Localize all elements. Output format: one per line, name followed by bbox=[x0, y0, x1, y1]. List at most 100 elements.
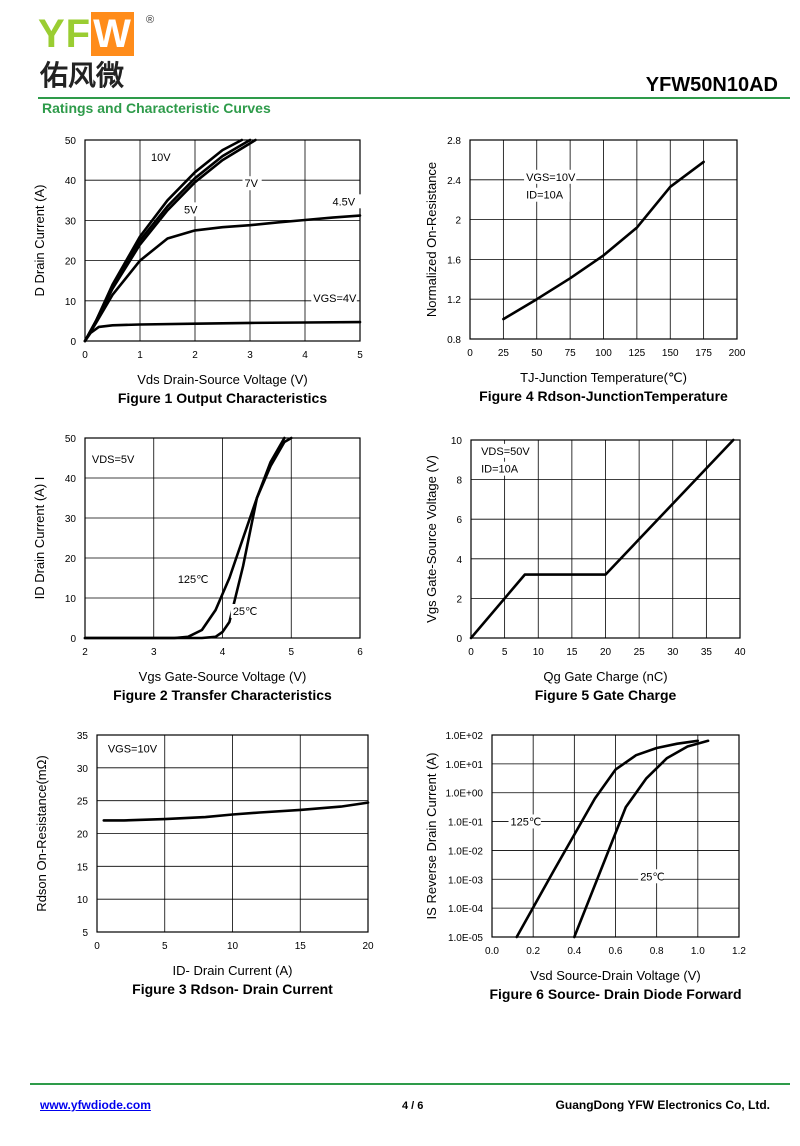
fig3-figure-title: Figure 3 Rdson- Drain Current bbox=[132, 981, 333, 997]
fig6-x-tick-label: 0.8 bbox=[650, 946, 664, 957]
fig6-x-tick-label: 1.2 bbox=[732, 946, 746, 957]
fig5-y-tick-label: 6 bbox=[456, 515, 462, 526]
fig3-y-tick-label: 35 bbox=[77, 731, 89, 742]
fig2-x-tick-label: 6 bbox=[357, 647, 363, 658]
header-divider bbox=[38, 97, 790, 99]
fig4-y-tick-label: 2.8 bbox=[447, 136, 461, 147]
fig4-x-tick-label: 25 bbox=[498, 348, 510, 359]
fig4-x-tick-label: 100 bbox=[595, 348, 612, 359]
fig2-annotation: 25℃ bbox=[233, 606, 258, 618]
fig6-y-tick-label: 1.0E+02 bbox=[445, 731, 483, 742]
fig5-y-axis-label: Vgs Gate-Source Voltage (V) bbox=[424, 455, 439, 623]
fig1-annotation-bg bbox=[149, 150, 175, 165]
fig2-y-tick-label: 30 bbox=[65, 514, 77, 525]
fig4-y-tick-label: 2.4 bbox=[447, 176, 461, 187]
fig1-annotation-bg bbox=[182, 202, 202, 217]
fig5-x-tick-label: 15 bbox=[566, 647, 578, 658]
fig6-annotation: 125℃ bbox=[511, 816, 542, 828]
fig1-x-tick-label: 2 bbox=[192, 350, 198, 361]
fig4-y-tick-label: 0.8 bbox=[447, 335, 461, 346]
fig1-annotation: 4.5V bbox=[333, 196, 356, 208]
website-link[interactable]: www.yfwdiode.com bbox=[40, 1098, 151, 1112]
fig2-figure-title: Figure 2 Transfer Characteristics bbox=[113, 687, 332, 703]
fig6-x-tick-label: 0.4 bbox=[567, 946, 581, 957]
fig5-annotation: VDS=50V bbox=[481, 446, 530, 458]
fig6-y-tick-label: 1.0E-01 bbox=[448, 818, 483, 829]
fig1-y-tick-label: 40 bbox=[65, 176, 77, 187]
fig3-y-tick-label: 25 bbox=[77, 797, 89, 808]
fig5-figure-title: Figure 5 Gate Charge bbox=[535, 687, 677, 703]
fig2-x-axis-label: Vgs Gate-Source Voltage (V) bbox=[139, 669, 307, 684]
fig1-annotation-bg bbox=[242, 176, 262, 191]
fig6-y-tick-label: 1.0E-03 bbox=[448, 875, 483, 886]
fig2-x-tick-label: 4 bbox=[220, 647, 226, 658]
fig2-y-axis-label: ID Drain Current (A) I bbox=[32, 477, 47, 600]
fig2-annotation-bg bbox=[230, 604, 257, 618]
fig1-series-line bbox=[83, 320, 362, 343]
fig5-y-tick-label: 0 bbox=[456, 634, 462, 645]
fig4-series-line bbox=[502, 160, 705, 321]
fig3-x-tick-label: 10 bbox=[227, 941, 239, 952]
fig2-x-tick-label: 3 bbox=[151, 647, 157, 658]
fig1-x-tick-label: 4 bbox=[302, 350, 308, 361]
fig4-annotation: ID=10A bbox=[526, 190, 564, 202]
fig2-y-tick-label: 40 bbox=[65, 474, 77, 485]
fig6-figure-title: Figure 6 Source- Drain Diode Forward bbox=[489, 986, 741, 1002]
fig4-y-tick-label: 2 bbox=[455, 216, 461, 227]
fig6-annotation: 25℃ bbox=[640, 871, 665, 883]
fig6-x-axis-label: Vsd Source-Drain Voltage (V) bbox=[530, 968, 701, 983]
fig1-series-line bbox=[83, 214, 362, 343]
section-title: Ratings and Characteristic Curves bbox=[42, 100, 271, 116]
fig6-y-tick-label: 1.0E+00 bbox=[445, 789, 483, 800]
fig3-x-axis-label: ID- Drain Current (A) bbox=[173, 963, 293, 978]
fig1-annotation-bg bbox=[311, 290, 357, 305]
logo-wordmark: YFW bbox=[38, 12, 134, 56]
fig4-x-tick-label: 75 bbox=[565, 348, 577, 359]
fig1-annotation: VGS=4V bbox=[313, 293, 357, 305]
company-logo: YFW ® 佑风微 bbox=[38, 12, 168, 96]
fig6-y-tick-label: 1.0E-02 bbox=[448, 846, 483, 857]
fig6-x-tick-label: 0.6 bbox=[609, 946, 623, 957]
fig4-annotation-bg bbox=[524, 187, 570, 202]
fig5-y-tick-label: 2 bbox=[456, 594, 462, 605]
fig1-annotation-bg bbox=[330, 194, 363, 209]
fig3-y-tick-label: 20 bbox=[77, 830, 89, 841]
fig3-x-tick-label: 20 bbox=[362, 941, 374, 952]
fig4-plot-frame bbox=[469, 139, 738, 340]
fig2-plot-frame bbox=[84, 437, 361, 639]
fig1-x-tick-label: 5 bbox=[357, 350, 363, 361]
company-name: GuangDong YFW Electronics Co, Ltd. bbox=[555, 1098, 770, 1112]
fig1-y-tick-label: 50 bbox=[65, 136, 77, 147]
fig1-annotation: 10V bbox=[151, 152, 171, 164]
fig5-x-tick-label: 5 bbox=[502, 647, 508, 658]
fig1-y-tick-label: 30 bbox=[65, 216, 77, 227]
fig6-series-line bbox=[572, 739, 710, 939]
fig1-plot-frame bbox=[84, 139, 361, 342]
fig3-y-axis-label: Rdson On-Resistance(mΩ) bbox=[34, 755, 49, 911]
fig5-y-tick-label: 4 bbox=[456, 555, 462, 566]
fig5-series-line bbox=[469, 438, 735, 640]
fig5-x-axis-label: Qg Gate Charge (nC) bbox=[543, 669, 667, 684]
footer-divider bbox=[30, 1083, 790, 1085]
fig1-figure-title: Figure 1 Output Characteristics bbox=[118, 390, 327, 406]
fig5-annotation-bg bbox=[479, 443, 532, 458]
fig4-x-tick-label: 175 bbox=[695, 348, 712, 359]
fig1-series-line bbox=[83, 138, 257, 343]
fig4-x-tick-label: 50 bbox=[531, 348, 543, 359]
fig2-annotation-bg bbox=[175, 572, 209, 586]
fig2-x-tick-label: 5 bbox=[288, 647, 294, 658]
fig2-annotation: 125℃ bbox=[178, 574, 209, 586]
fig1-x-tick-label: 0 bbox=[82, 350, 88, 361]
fig6-series-line bbox=[515, 739, 700, 939]
fig3-x-tick-label: 15 bbox=[295, 941, 307, 952]
fig6-x-tick-label: 1.0 bbox=[691, 946, 705, 957]
fig2-annotation: VDS=5V bbox=[92, 454, 135, 466]
fig1-series-line bbox=[83, 138, 252, 343]
logo-chinese-name: 佑风微 bbox=[40, 59, 125, 92]
fig1-x-tick-label: 1 bbox=[137, 350, 143, 361]
fig5-x-tick-label: 35 bbox=[701, 647, 713, 658]
fig2-y-tick-label: 10 bbox=[65, 594, 77, 605]
fig2-y-tick-label: 0 bbox=[70, 634, 76, 645]
fig3-y-tick-label: 10 bbox=[77, 895, 89, 906]
fig5-y-tick-label: 10 bbox=[451, 436, 463, 447]
